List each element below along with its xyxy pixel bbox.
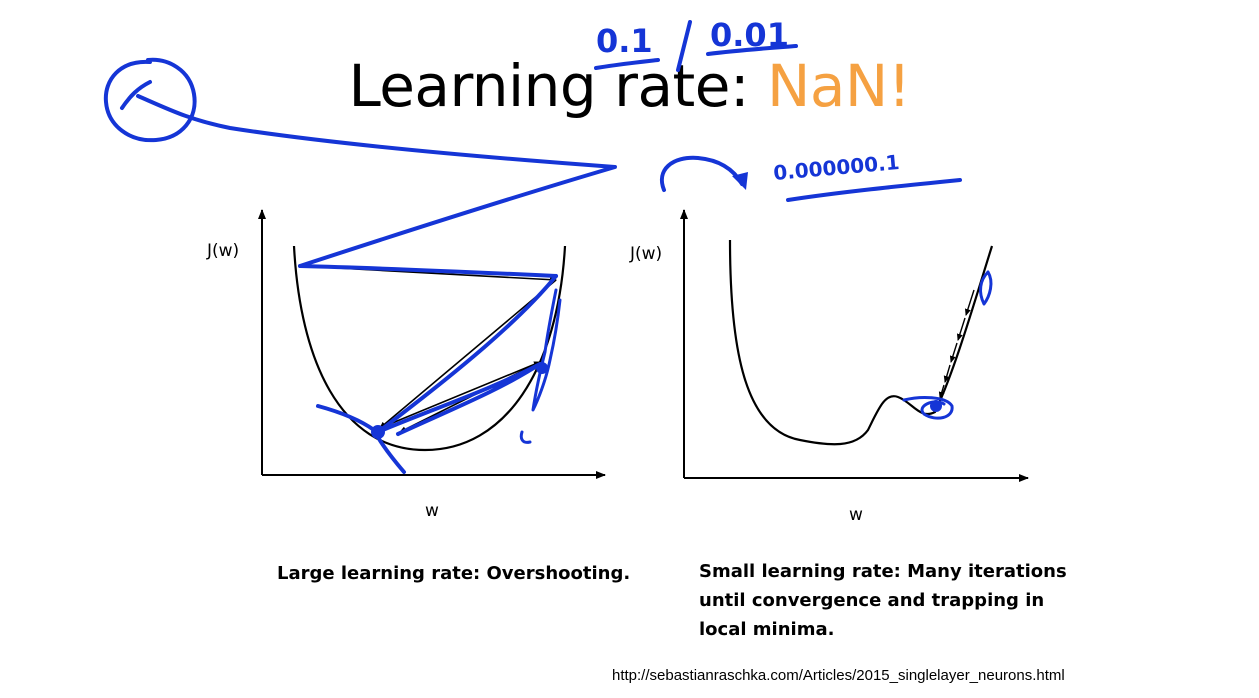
ink-value-b: 0.01 [710, 16, 789, 54]
right-ylabel: J(w) [630, 244, 663, 264]
left-step-arrow-3 [379, 361, 541, 429]
left-caption: Large learning rate: Overshooting. [277, 563, 631, 584]
right-step-arrow-3 [949, 342, 958, 363]
left-ylabel: J(w) [207, 241, 240, 261]
right-step-arrow-4 [943, 364, 951, 383]
ink-circle [103, 57, 197, 143]
slide-title: Learning rate: NaN! [0, 52, 1259, 120]
ink-curved-arrowhead [732, 172, 748, 190]
ink-underline-a [594, 58, 660, 70]
ink-slash [676, 20, 692, 72]
title-prefix: Learning rate: [348, 52, 767, 120]
ink-bottom-stroke [316, 404, 406, 474]
right-caption: Small learning rate: Many iterations unt… [699, 557, 1067, 644]
right-step-arrow-5 [938, 384, 945, 399]
ink-underline-b [706, 44, 798, 56]
ink-convergence-scribble [902, 396, 954, 420]
ink-dot-right [536, 362, 548, 374]
ink-dot-left [371, 425, 385, 439]
right-cost-curve [728, 239, 994, 446]
ink-value-c: 0.000000.1 [772, 150, 900, 185]
right-step-arrow-1 [964, 289, 975, 316]
ink-overshoot-path [376, 274, 558, 436]
right-plot [680, 209, 1029, 482]
right-caption-line-3: local minima. [699, 619, 835, 640]
ink-start-scribble [979, 270, 993, 306]
ink-dot-converge [930, 400, 942, 412]
ink-underline-right [786, 178, 962, 202]
right-caption-line-1: Small learning rate: Many iterations [699, 561, 1067, 582]
ink-value-a: 0.1 [596, 22, 653, 60]
right-step-arrow-2 [956, 317, 966, 341]
left-xlabel: w [425, 501, 439, 521]
ink-top-arrow [298, 264, 558, 278]
ink-circle-tick [120, 80, 152, 110]
ink-zigzag [531, 288, 562, 412]
left-step-arrow-2 [379, 279, 557, 429]
right-caption-line-2: until convergence and trapping in [699, 590, 1045, 611]
ink-curved-arrow [660, 155, 744, 192]
title-highlight: NaN! [766, 52, 911, 120]
right-xlabel: w [849, 505, 863, 525]
ink-small-mark [519, 430, 532, 444]
source-url: http://sebastianraschka.com/Articles/201… [612, 667, 1065, 684]
ink-long-stroke [136, 94, 617, 268]
